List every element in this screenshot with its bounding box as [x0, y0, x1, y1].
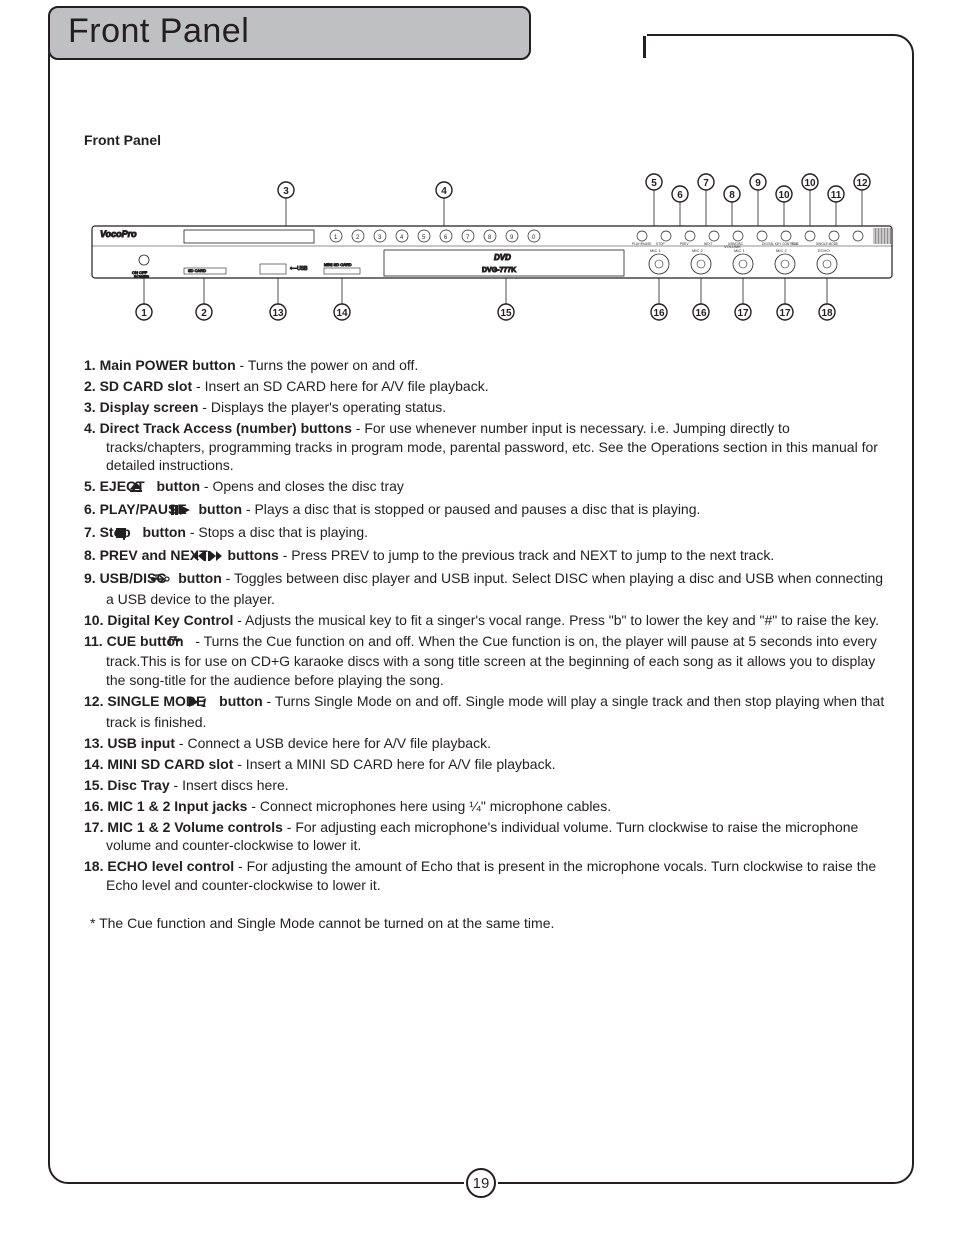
svg-text:CUE: CUE	[792, 242, 799, 246]
svg-text:SD CARD: SD CARD	[188, 268, 206, 273]
svg-text:10: 10	[778, 190, 790, 201]
desc-item-12: 12. SINGLE MODE 1 button - Turns Single …	[84, 692, 888, 732]
svg-text:NEXT: NEXT	[704, 242, 713, 246]
svg-text:MINI SD CARD: MINI SD CARD	[324, 262, 352, 267]
svg-text:ECHO: ECHO	[818, 248, 830, 253]
desc-item-16: 16. MIC 1 & 2 Input jacks - Connect micr…	[84, 797, 888, 816]
svg-text:STOP: STOP	[656, 242, 665, 246]
page-frame: Front Panel Front Panel VocoPro 12345678…	[48, 34, 914, 1184]
desc-item-6: 6. PLAY/PAUSE button - Plays a disc that…	[84, 500, 888, 521]
svg-text:PREV: PREV	[680, 242, 690, 246]
page-number-wrap: 19	[464, 1168, 498, 1198]
svg-text:11: 11	[831, 190, 842, 201]
svg-text:7: 7	[703, 178, 709, 189]
svg-text:DVD: DVD	[494, 253, 511, 262]
page-number: 19	[466, 1168, 496, 1198]
desc-item-8: 8. PREV and NEXT buttons - Press PREV to…	[84, 546, 888, 567]
svg-text:3: 3	[283, 186, 289, 197]
svg-text:MIC 1: MIC 1	[650, 248, 661, 253]
desc-item-7: 7. Stop button - Stops a disc that is pl…	[84, 523, 888, 544]
svg-text:⟵USB: ⟵USB	[290, 266, 308, 272]
svg-text:6: 6	[677, 190, 683, 201]
svg-text:4: 4	[441, 186, 447, 197]
svg-text:DVG-777K: DVG-777K	[482, 267, 516, 274]
section-subtitle: Front Panel	[84, 132, 888, 148]
desc-item-9: 9. USB/DISC button - Toggles between dis…	[84, 569, 888, 609]
svg-text:15: 15	[500, 308, 512, 319]
desc-item-3: 3. Display screen - Displays the player'…	[84, 398, 888, 417]
svg-text:SINGLE MODE: SINGLE MODE	[816, 242, 838, 246]
svg-text:8: 8	[729, 190, 735, 201]
svg-text:MIC 2: MIC 2	[692, 248, 703, 253]
desc-item-10: 10. Digital Key Control - Adjusts the mu…	[84, 611, 888, 630]
desc-item-18: 18. ECHO level control - For adjusting t…	[84, 857, 888, 895]
svg-text:13: 13	[272, 308, 284, 319]
desc-item-2: 2. SD CARD slot - Insert an SD CARD here…	[84, 377, 888, 396]
desc-item-11: 11. CUE button - Turns the Cue function …	[84, 632, 888, 691]
svg-text:VOLUME: VOLUME	[724, 244, 741, 249]
singlemode-icon: 1	[211, 694, 213, 713]
svg-text:14: 14	[336, 308, 348, 319]
desc-item-4: 4. Direct Track Access (number) buttons …	[84, 419, 888, 476]
svg-text:MIC 2: MIC 2	[776, 248, 787, 253]
svg-text:2: 2	[201, 308, 207, 319]
prevnext-icon	[214, 548, 222, 567]
svg-text:1: 1	[201, 696, 208, 708]
desc-item-17: 17. MIC 1 & 2 Volume controls - For adju…	[84, 818, 888, 856]
svg-text:16: 16	[653, 308, 665, 319]
svg-text:17: 17	[737, 308, 749, 319]
desc-item-1: 1. Main POWER button - Turns the power o…	[84, 356, 888, 375]
desc-item-13: 13. USB input - Connect a USB device her…	[84, 734, 888, 753]
title-tab: Front Panel	[48, 6, 531, 60]
svg-text:18: 18	[821, 308, 833, 319]
desc-item-14: 14. MINI SD CARD slot - Insert a MINI SD…	[84, 755, 888, 774]
diagram-svg: VocoPro 1234567890 PLAY/PAUSESTOPPREVNEX…	[84, 168, 904, 338]
svg-text:16: 16	[695, 308, 707, 319]
svg-text:17: 17	[779, 308, 791, 319]
svg-text:PLAY/PAUSE: PLAY/PAUSE	[632, 242, 651, 246]
svg-text:POWER: POWER	[134, 274, 149, 279]
svg-text:9: 9	[755, 178, 761, 189]
svg-text:5: 5	[651, 178, 657, 189]
footnote: * The Cue function and Single Mode canno…	[84, 915, 888, 931]
svg-text:VocoPro: VocoPro	[100, 229, 137, 239]
description-list: 1. Main POWER button - Turns the power o…	[84, 356, 888, 895]
front-panel-diagram: VocoPro 1234567890 PLAY/PAUSESTOPPREVNEX…	[84, 168, 904, 338]
svg-text:12: 12	[856, 178, 868, 189]
page-title: Front Panel	[48, 6, 531, 60]
svg-text:1: 1	[141, 308, 147, 319]
desc-item-5: 5. EJECT button - Opens and closes the d…	[84, 477, 888, 498]
svg-text:10: 10	[804, 178, 816, 189]
desc-item-15: 15. Disc Tray - Insert discs here.	[84, 776, 888, 795]
